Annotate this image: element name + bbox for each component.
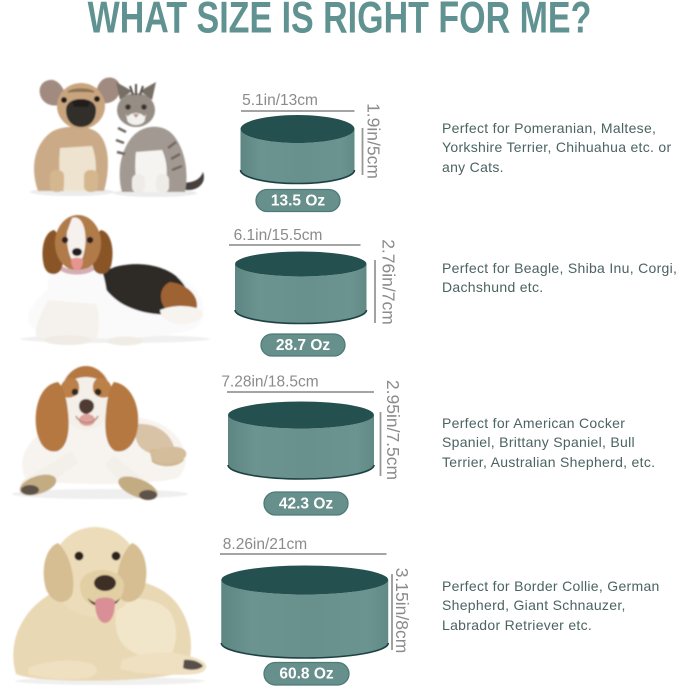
svg-text:1.9in/5cm: 1.9in/5cm	[364, 103, 384, 179]
svg-text:60.8 Oz: 60.8 Oz	[279, 666, 334, 683]
svg-text:2.76in/7cm: 2.76in/7cm	[379, 239, 399, 325]
svg-text:8.26in/21cm: 8.26in/21cm	[223, 536, 307, 553]
svg-text:28.7 Oz: 28.7 Oz	[276, 337, 331, 354]
svg-text:3.15in/8cm: 3.15in/8cm	[392, 568, 412, 654]
svg-text:2.95in/7.5cm: 2.95in/7.5cm	[383, 380, 403, 480]
svg-text:6.1in/15.5cm: 6.1in/15.5cm	[234, 227, 323, 244]
svg-text:5.1in/13cm: 5.1in/13cm	[242, 92, 318, 109]
svg-text:42.3 Oz: 42.3 Oz	[279, 496, 334, 513]
svg-text:13.5 Oz: 13.5 Oz	[271, 193, 326, 210]
svg-text:7.28in/18.5cm: 7.28in/18.5cm	[221, 374, 318, 391]
